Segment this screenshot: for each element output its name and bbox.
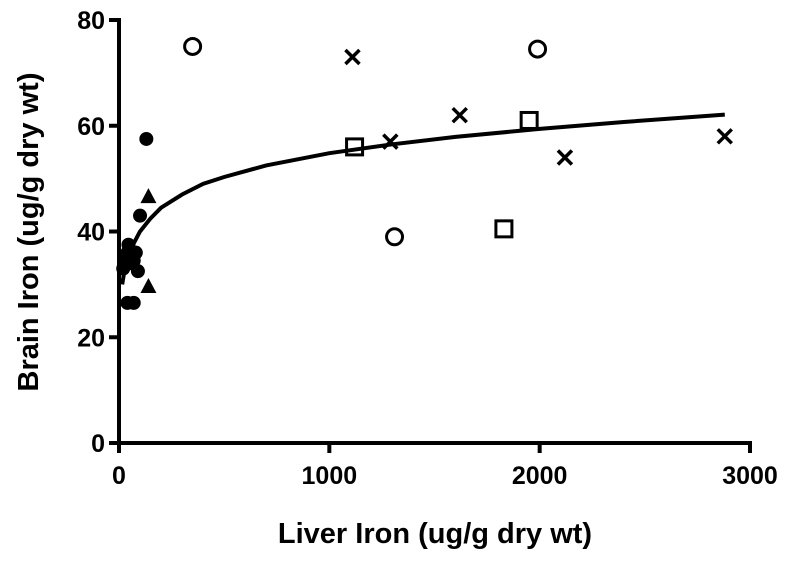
tick-group: 0 1000 2000 3000 0 20 40 60 80 (77, 7, 778, 490)
data-point-open-circle (385, 227, 405, 247)
data-point-filled-circle (126, 295, 141, 310)
y-tick-label: 20 (77, 324, 105, 352)
fit-curve-layer (120, 112, 725, 285)
data-point-x-cross (556, 149, 574, 166)
data-point-filled-circle (130, 264, 145, 279)
data-point-open-square (494, 219, 514, 239)
y-axis-title: Brain Iron (ug/g dry wt) (13, 73, 45, 392)
data-point-x-cross (382, 133, 399, 150)
y-tick-label: 0 (91, 430, 105, 458)
axes (117, 18, 752, 445)
y-tick-label: 80 (77, 7, 105, 35)
data-point-x-cross (716, 128, 733, 145)
x-axis-title: Liver Iron (ug/g dry wt) (278, 518, 592, 550)
data-point-open-circle (183, 36, 203, 56)
x-tick-label: 2000 (512, 462, 568, 490)
data-point-filled-circle (128, 245, 143, 260)
x-tick-label: 0 (112, 462, 126, 490)
fit-curve (120, 112, 725, 285)
data-points-layer (116, 36, 733, 310)
data-point-filled-triangle (140, 188, 157, 204)
data-point-open-square (519, 110, 539, 130)
y-tick-label: 60 (77, 113, 105, 141)
data-point-x-cross (344, 48, 361, 66)
y-tick-label: 40 (77, 219, 105, 247)
data-point-filled-circle (133, 208, 148, 223)
data-point-x-cross (451, 106, 468, 124)
data-point-filled-circle (139, 131, 154, 146)
data-point-open-square (345, 137, 365, 157)
data-point-open-circle (528, 39, 548, 59)
data-point-filled-triangle (140, 278, 157, 294)
x-tick-label: 3000 (722, 462, 778, 490)
x-tick-label: 1000 (302, 462, 358, 490)
